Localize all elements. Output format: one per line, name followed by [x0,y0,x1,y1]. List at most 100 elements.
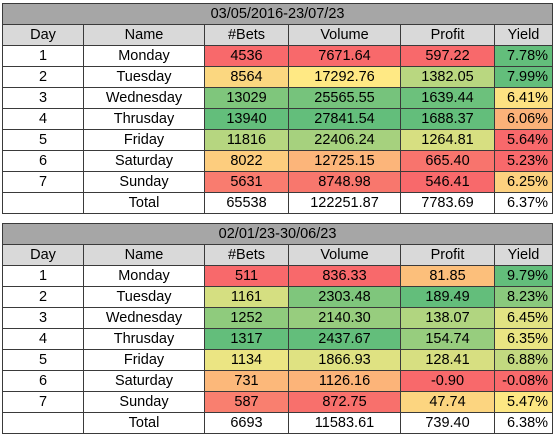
total-volume: 122251.87 [288,192,401,214]
table-row: 2 Tuesday 1161 2303.48 189.49 8.23% [2,286,554,308]
stats-table-2: 02/01/23-30/06/23 Day Name #Bets Volume … [1,223,554,434]
day-cell: 4 [2,108,84,130]
period-header: 02/01/23-30/06/23 [1,223,554,245]
day-cell: 3 [2,307,84,329]
day-cell: 3 [2,87,84,109]
table-row: 6 Saturday 8022 12725.15 665.40 5.23% [2,150,554,172]
total-profit: 739.40 [400,412,495,434]
volume-cell: 17292.76 [288,66,401,88]
header-name: Name [83,24,205,46]
table-row: 6 Saturday 731 1126.16 -0.90 -0.08% [2,370,554,392]
table-row: 5 Friday 1134 1866.93 128.41 6.88% [2,349,554,371]
bets-cell: 731 [204,370,289,392]
total-volume: 11583.61 [288,412,401,434]
yield-cell: 6.35% [493,328,554,350]
profit-cell: -0.90 [400,370,495,392]
day-cell: 6 [2,150,84,172]
bets-cell: 1134 [204,349,289,371]
table-row: 3 Wednesday 13029 25565.55 1639.44 6.41% [2,87,554,109]
yield-cell: 6.45% [493,307,554,329]
bets-cell: 8022 [204,150,289,172]
column-header-row: Day Name #Bets Volume Profit Yield [2,24,554,46]
header-yield: Yield [493,24,554,46]
profit-cell: 47.74 [400,391,495,413]
name-cell: Wednesday [83,87,205,109]
volume-cell: 8748.98 [288,171,401,193]
day-cell: 2 [2,286,84,308]
profit-cell: 597.22 [400,45,495,67]
bets-cell: 587 [204,391,289,413]
volume-cell: 872.75 [288,391,401,413]
bets-cell: 11816 [204,129,289,151]
bets-cell: 1252 [204,307,289,329]
name-cell: Sunday [83,171,205,193]
total-yield: 6.38% [493,412,554,434]
yield-cell: 6.06% [493,108,554,130]
profit-cell: 665.40 [400,150,495,172]
day-cell: 7 [2,171,84,193]
profit-cell: 189.49 [400,286,495,308]
name-cell: Tuesday [83,286,205,308]
name-cell: Thrusday [83,108,205,130]
total-row: Total 65538 122251.87 7783.69 6.37% [2,192,554,214]
profit-cell: 1382.05 [400,66,495,88]
header-volume: Volume [288,24,401,46]
yield-cell: 5.64% [493,129,554,151]
profit-cell: 138.07 [400,307,495,329]
day-cell: 1 [2,45,84,67]
bets-cell: 1317 [204,328,289,350]
day-cell: 6 [2,370,84,392]
name-cell: Friday [83,349,205,371]
day-cell: 1 [2,265,84,287]
yield-cell: 5.23% [493,150,554,172]
volume-cell: 1866.93 [288,349,401,371]
bets-cell: 5631 [204,171,289,193]
yield-cell: 6.41% [493,87,554,109]
profit-cell: 128.41 [400,349,495,371]
table-row: 1 Monday 511 836.33 81.85 9.79% [2,265,554,287]
name-cell: Saturday [83,370,205,392]
yield-cell: 8.23% [493,286,554,308]
bets-cell: 511 [204,265,289,287]
bets-cell: 13029 [204,87,289,109]
volume-cell: 2303.48 [288,286,401,308]
day-cell: 4 [2,328,84,350]
header-day: Day [2,24,84,46]
table-row: 5 Friday 11816 22406.24 1264.81 5.64% [2,129,554,151]
table-row: 3 Wednesday 1252 2140.30 138.07 6.45% [2,307,554,329]
total-yield: 6.37% [493,192,554,214]
volume-cell: 2140.30 [288,307,401,329]
volume-cell: 1126.16 [288,370,401,392]
name-cell: Sunday [83,391,205,413]
day-cell: 5 [2,129,84,151]
profit-cell: 154.74 [400,328,495,350]
total-day-cell [2,192,84,214]
header-profit: Profit [400,24,495,46]
volume-cell: 12725.15 [288,150,401,172]
yield-cell: 9.79% [493,265,554,287]
column-header-row: Day Name #Bets Volume Profit Yield [2,244,554,266]
total-label: Total [83,412,205,434]
yield-cell: 6.88% [493,349,554,371]
header-profit: Profit [400,244,495,266]
bets-cell: 1161 [204,286,289,308]
yield-cell: 7.99% [493,66,554,88]
name-cell: Tuesday [83,66,205,88]
bets-cell: 8564 [204,66,289,88]
total-bets: 65538 [204,192,289,214]
period-header: 03/05/2016-23/07/23 [1,3,554,25]
profit-cell: 546.41 [400,171,495,193]
name-cell: Saturday [83,150,205,172]
volume-cell: 25565.55 [288,87,401,109]
table-row: 2 Tuesday 8564 17292.76 1382.05 7.99% [2,66,554,88]
volume-cell: 7671.64 [288,45,401,67]
volume-cell: 22406.24 [288,129,401,151]
profit-cell: 81.85 [400,265,495,287]
table-row: 1 Monday 4536 7671.64 597.22 7.78% [2,45,554,67]
volume-cell: 27841.54 [288,108,401,130]
day-cell: 7 [2,391,84,413]
header-yield: Yield [493,244,554,266]
yield-cell: -0.08% [493,370,554,392]
table-row: 4 Thrusday 1317 2437.67 154.74 6.35% [2,328,554,350]
name-cell: Friday [83,129,205,151]
